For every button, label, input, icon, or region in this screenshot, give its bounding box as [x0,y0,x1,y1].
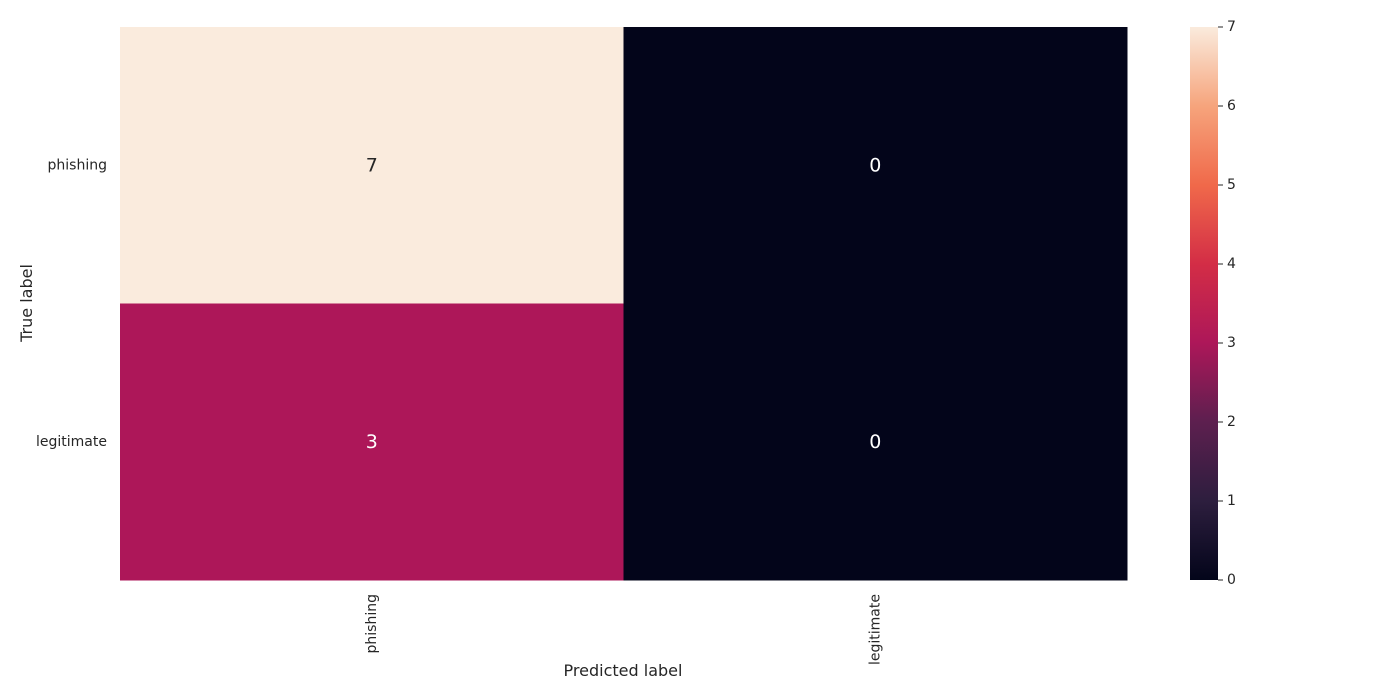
colorbar-tick-label: 0 [1227,572,1236,588]
y-tick-label: phishing [48,157,107,173]
x-tick-label: phishing [364,594,380,653]
colorbar-tick-label: 2 [1227,414,1236,430]
colorbar-tick-label: 1 [1227,493,1236,509]
colorbar-ticks: 0 1 2 3 4 5 6 7 [1218,19,1236,588]
cell-labels: 7 0 3 0 [366,154,882,453]
cell-value-label: 7 [366,154,378,176]
y-axis-label: True label [17,264,36,343]
colorbar-gradient [1190,27,1218,580]
cell-value-label: 3 [366,431,378,453]
colorbar-tick-label: 6 [1227,98,1236,114]
heatmap-cell-phishing-phishing [120,27,624,304]
heatmap-cell-legitimate-legitimate [623,303,1128,581]
x-tick-labels: phishing legitimate [364,594,884,665]
cell-value-label: 0 [869,154,881,176]
heatmap-cells [120,27,1128,581]
colorbar-tick-label: 3 [1227,335,1236,351]
cell-value-label: 0 [869,431,881,453]
colorbar-tick-label: 4 [1227,256,1236,272]
heatmap-cell-legitimate-phishing [120,303,624,581]
colorbar: 0 1 2 3 4 5 6 7 [1190,19,1236,588]
x-axis-label: Predicted label [564,661,683,680]
y-tick-label: legitimate [36,434,107,450]
heatmap-cell-phishing-legitimate [623,27,1128,304]
colorbar-tick-label: 7 [1227,19,1236,35]
x-tick-label: legitimate [867,594,883,665]
colorbar-tick-label: 5 [1227,177,1236,193]
y-tick-labels: phishing legitimate [36,157,107,450]
